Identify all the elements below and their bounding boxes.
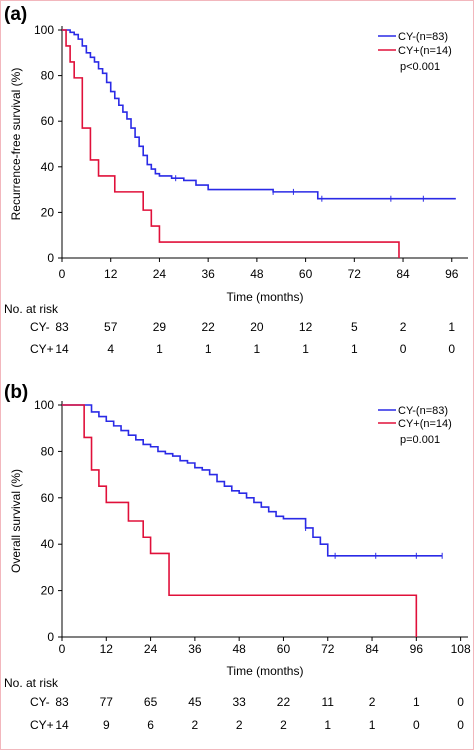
risk-count: 0 xyxy=(400,342,407,356)
y-tick-label: 20 xyxy=(41,205,55,219)
legend-label: CY-(n=83) xyxy=(398,31,448,43)
x-tick-label: 60 xyxy=(299,267,313,281)
risk-count: 22 xyxy=(201,320,215,334)
x-tick-label: 96 xyxy=(445,267,459,281)
risk-count: 0 xyxy=(457,695,464,709)
risk-count: 9 xyxy=(103,718,110,732)
panel-label: (a) xyxy=(4,4,27,25)
y-tick-label: 40 xyxy=(41,160,55,174)
y-tick-label: 40 xyxy=(41,537,55,551)
risk-count: 33 xyxy=(232,695,246,709)
risk-count: 6 xyxy=(147,718,154,732)
x-tick-label: 48 xyxy=(232,642,246,656)
series-line xyxy=(62,404,443,557)
series-line xyxy=(62,404,418,637)
risk-count: 1 xyxy=(205,342,212,356)
risk-count: 45 xyxy=(188,695,202,709)
risk-count: 1 xyxy=(351,342,358,356)
risk-count: 14 xyxy=(55,718,69,732)
risk-row-label: CY+ xyxy=(30,342,54,356)
x-tick-label: 84 xyxy=(365,642,379,656)
risk-table-title: No. at risk xyxy=(4,302,59,316)
x-tick-label: 96 xyxy=(410,642,424,656)
y-axis-label: Recurrence-free survival (%) xyxy=(9,68,23,221)
risk-count: 0 xyxy=(457,718,464,732)
y-tick-label: 0 xyxy=(47,630,54,644)
legend-label: CY+(n=14) xyxy=(398,418,452,430)
risk-count: 65 xyxy=(144,695,158,709)
x-tick-label: 72 xyxy=(321,642,335,656)
series-line xyxy=(62,29,456,200)
risk-count: 20 xyxy=(250,320,264,334)
risk-row-label: CY- xyxy=(30,695,50,709)
risk-count: 1 xyxy=(254,342,261,356)
x-tick-label: 24 xyxy=(144,642,158,656)
x-tick-label: 12 xyxy=(104,267,118,281)
risk-count: 1 xyxy=(448,320,455,334)
risk-count: 0 xyxy=(413,718,420,732)
x-tick-label: 108 xyxy=(451,642,471,656)
y-tick-label: 80 xyxy=(41,444,55,458)
risk-count: 22 xyxy=(277,695,291,709)
risk-count: 83 xyxy=(55,695,69,709)
y-tick-label: 100 xyxy=(34,23,54,37)
risk-count: 2 xyxy=(236,718,243,732)
x-tick-label: 60 xyxy=(277,642,291,656)
x-tick-label: 0 xyxy=(59,642,66,656)
x-axis-label: Time (months) xyxy=(227,290,304,304)
risk-count: 1 xyxy=(369,718,376,732)
risk-count: 2 xyxy=(192,718,199,732)
risk-count: 2 xyxy=(280,718,287,732)
x-tick-label: 84 xyxy=(396,267,410,281)
panel-label: (b) xyxy=(4,382,28,403)
risk-count: 83 xyxy=(55,320,69,334)
risk-count: 1 xyxy=(302,342,309,356)
series-line xyxy=(62,29,400,258)
y-tick-label: 60 xyxy=(41,114,55,128)
y-tick-label: 60 xyxy=(41,491,55,505)
risk-count: 29 xyxy=(153,320,167,334)
risk-count: 12 xyxy=(299,320,313,334)
x-tick-label: 36 xyxy=(201,267,215,281)
x-tick-label: 72 xyxy=(348,267,362,281)
y-axis-label: Overall survival (%) xyxy=(9,469,23,573)
risk-count: 4 xyxy=(107,342,114,356)
risk-count: 11 xyxy=(322,695,335,709)
x-tick-label: 48 xyxy=(250,267,264,281)
y-tick-label: 20 xyxy=(41,584,55,598)
p-value: p<0.001 xyxy=(400,61,440,73)
risk-table-title: No. at risk xyxy=(4,676,59,690)
x-axis-label: Time (months) xyxy=(227,664,304,678)
x-tick-label: 36 xyxy=(188,642,202,656)
y-tick-label: 100 xyxy=(34,398,54,412)
risk-count: 1 xyxy=(413,695,420,709)
y-tick-label: 0 xyxy=(47,251,54,265)
risk-count: 2 xyxy=(400,320,407,334)
risk-row-label: CY- xyxy=(30,320,50,334)
legend-label: CY+(n=14) xyxy=(398,45,452,57)
x-tick-label: 12 xyxy=(100,642,114,656)
risk-count: 2 xyxy=(369,695,376,709)
p-value: p=0.001 xyxy=(400,434,440,446)
risk-count: 77 xyxy=(100,695,114,709)
x-tick-label: 24 xyxy=(153,267,167,281)
risk-row-label: CY+ xyxy=(30,718,54,732)
risk-count: 0 xyxy=(448,342,455,356)
risk-count: 5 xyxy=(351,320,358,334)
legend-label: CY-(n=83) xyxy=(398,405,448,417)
y-tick-label: 80 xyxy=(41,69,55,83)
x-tick-label: 0 xyxy=(59,267,66,281)
risk-count: 57 xyxy=(104,320,118,334)
risk-count: 1 xyxy=(324,718,331,732)
risk-count: 14 xyxy=(55,342,69,356)
risk-count: 1 xyxy=(156,342,163,356)
